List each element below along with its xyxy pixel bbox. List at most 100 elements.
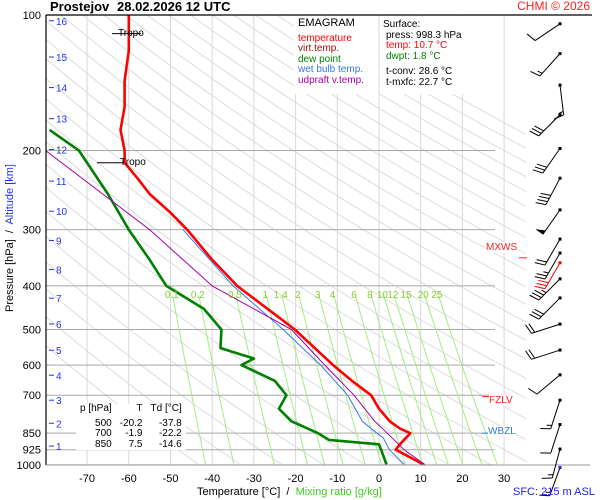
altitude-tick-label: 2 [56,419,62,430]
credit: CHMI © 2026 [517,0,590,13]
table-header-td: Td [°C] [150,403,182,414]
y-axis-label-altitude: Altitude [km] [4,164,16,225]
barb-full [534,285,546,290]
dry-adiabat-line [46,38,526,360]
table-cell: -37.8 [158,417,182,429]
series-line-dew-point [48,128,388,465]
y-axis-label-pressure: Pressure [hPa] [4,239,16,312]
barb-station-dot [558,261,562,265]
x-tick-label: -60 [121,473,137,485]
x-axis-title: Temperature [°C] / Mixing ratio [g/kg] [197,486,382,498]
wind-barb [529,277,562,301]
dry-adiabat-line [46,77,526,399]
table-cell: 7.5 [128,438,143,450]
barb-station-dot [558,423,562,427]
wind-barb [525,322,562,334]
surface-dwpt: dwpt: 1.8 °C [386,50,441,62]
y-axis-separator: / [4,227,16,237]
legend-virt-temp: virt.temp. [298,43,340,54]
y-tick-label: 700 [23,390,41,402]
wind-barb [526,22,562,41]
x-tick-label: -70 [79,473,95,485]
wind-barb [530,52,562,77]
wind-barb [535,208,562,235]
barb-staff [538,114,561,137]
barb-full [535,202,547,206]
table-cell: 850 [95,438,112,450]
barb-full [531,292,542,299]
tropopause-label-lower: Tropo [120,157,146,168]
surface-tconv: t-conv: 28.6 °C [386,66,453,77]
barb-full [525,324,532,334]
barb-full [539,494,550,497]
mixing-ratio-label: 8 [367,290,373,301]
x-axis-label-mixing-ratio: Mixing ratio [g/kg] [295,486,382,498]
wind-barb [541,447,562,479]
barb-full [530,71,541,77]
altitude-tick-label: 15 [56,53,68,64]
wind-barb [540,398,562,430]
profile-curves [46,15,426,465]
surface-tmxfc: t-mxfc: 22.7 °C [386,76,453,88]
altitude-tick-label: 4 [56,371,62,382]
barb-full [532,169,543,174]
wind-barb [535,176,562,206]
x-tick-label: -20 [288,473,304,485]
mixing-ratio-label: 1.4 [274,290,288,301]
mixing-ratio-label: 25 [431,290,443,301]
y-tick-label: 400 [23,281,41,293]
barb-full [528,323,536,333]
dry-adiabat-line [46,20,526,341]
barb-staff [549,467,561,496]
barb-full [531,128,542,134]
barb-station-dot [558,398,562,402]
altitude-tick-label: 8 [56,266,62,277]
wind-barb [540,423,562,454]
barb-station-dot [558,348,562,352]
barb-full [536,282,547,287]
wind-barbs [525,22,565,497]
barb-staff [531,323,561,334]
barb-station-dot [558,322,562,326]
table-cell: -20.2 [119,417,143,429]
barb-full [525,350,532,360]
y-axis-title: Pressure [hPa] / Altitude [km] [4,148,16,328]
station-name: Prostejov [50,0,110,14]
y-tick-label: 1000 [17,460,41,472]
x-tick-label: -30 [246,473,262,485]
barb-station-dot [558,237,562,241]
table-cell: -22.2 [158,428,182,439]
barb-station-dot [558,466,562,470]
dry-adiabat-line [168,15,526,239]
barb-full [538,195,550,199]
x-tick-label: -10 [329,473,345,485]
mixing-ratio-line [172,295,207,465]
dry-adiabat-line [46,58,526,379]
surface-temp: temp: 10.7 °C [386,40,448,51]
barb-full [531,311,542,318]
mixing-ratio-line [406,295,464,465]
barb-station-dot [558,277,562,281]
table-row: 850 7.5 -14.6 [76,438,186,451]
y-tick-label: 500 [23,324,41,336]
x-axis-separator: / [283,486,293,498]
mixing-ratio-label: 0.5 [228,290,242,301]
barb-staff [544,252,561,280]
surface-press: press: 998.3 hPa [386,29,462,41]
barb-half [541,289,547,294]
barb-staff [538,278,561,301]
fzlv-label: FZLV [489,395,513,406]
barb-staff [545,177,561,205]
level-table: p [hPa] T Td [°C] 500 -20.2 -37.8 700 -1… [76,403,186,451]
mixing-ratio-line [318,295,366,465]
table-row: 500 -20.2 -37.8 [76,417,186,430]
mixing-ratio-label: 12 [387,290,399,301]
altitude-tick-label: 6 [56,320,62,331]
barb-full [528,349,536,359]
altitude-tick-label: 3 [56,396,62,407]
axes: 0.1 0.2 0.5 1 1.4 2 3 4 6 8 10 12 15 20 25-70 -60 -50 -40… [17,10,592,485]
mixing-ratio-line [198,295,235,465]
x-tick-label: -50 [163,473,179,485]
mixing-ratio-line [354,295,406,465]
mixing-ratio-line [437,295,498,465]
